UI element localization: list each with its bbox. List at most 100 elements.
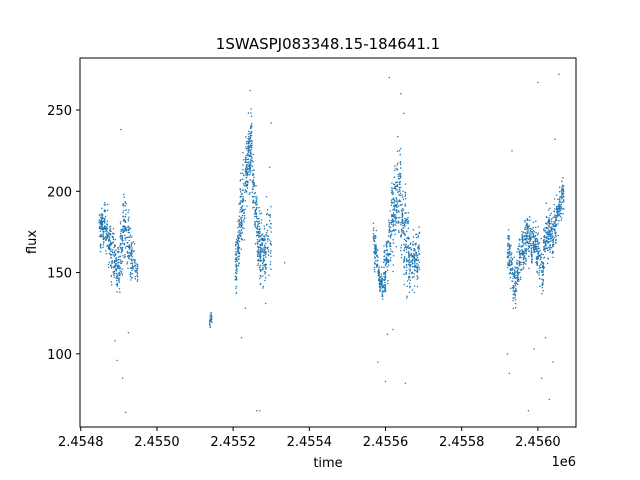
data-point [245, 191, 248, 193]
data-point [129, 273, 132, 276]
data-point [520, 246, 522, 248]
data-point [102, 232, 104, 234]
data-point [408, 268, 411, 270]
data-point [405, 258, 408, 260]
data-point [392, 212, 395, 214]
data-point [403, 266, 406, 269]
data-point [405, 266, 408, 269]
data-point [374, 234, 377, 237]
data-point [387, 240, 390, 243]
data-point [558, 186, 561, 188]
data-point [102, 246, 104, 249]
data-point [239, 200, 242, 202]
data-point [257, 263, 260, 265]
data-point [134, 258, 136, 261]
data-point [250, 125, 253, 128]
data-point [549, 245, 551, 247]
data-point [402, 221, 405, 224]
data-point [253, 201, 255, 204]
data-point [260, 219, 263, 221]
data-point [412, 240, 414, 243]
data-point [399, 176, 402, 179]
data-point [536, 257, 539, 260]
data-point [113, 244, 116, 246]
data-point [390, 204, 393, 206]
data-point [136, 280, 139, 283]
data-point [562, 176, 564, 179]
data-point [269, 239, 271, 241]
data-point [399, 172, 401, 175]
data-point [254, 211, 257, 214]
data-point [251, 160, 253, 162]
data-point [386, 266, 388, 268]
data-point [373, 271, 376, 273]
data-point [127, 211, 129, 213]
data-point [404, 203, 406, 206]
y-axis-label: flux [25, 230, 40, 254]
data-point [399, 216, 401, 219]
data-point [417, 247, 420, 249]
data-point [553, 210, 555, 213]
data-point [242, 182, 245, 185]
data-point [547, 222, 549, 224]
data-point [548, 231, 550, 233]
data-point [243, 217, 246, 219]
data-point [112, 238, 115, 241]
data-point [413, 275, 415, 278]
data-point [391, 219, 394, 222]
data-point [113, 274, 115, 277]
data-point [102, 241, 105, 244]
data-point [562, 195, 565, 197]
data-point [398, 231, 400, 233]
data-point [553, 222, 556, 225]
data-point [406, 230, 408, 233]
data-point [250, 127, 252, 129]
data-point [406, 280, 409, 282]
data-point [541, 262, 544, 264]
data-point [380, 281, 383, 284]
data-point [530, 234, 532, 236]
data-point [130, 267, 132, 269]
data-point [119, 245, 121, 247]
data-point [234, 265, 237, 267]
data-point [527, 231, 529, 234]
data-point [250, 139, 252, 141]
data-point [121, 246, 124, 249]
data-point [127, 267, 129, 270]
data-point [558, 204, 560, 207]
data-point [257, 248, 260, 251]
data-point [270, 268, 272, 270]
data-point [118, 277, 121, 279]
data-point [130, 243, 133, 246]
data-point [386, 269, 389, 271]
data-point [242, 195, 244, 198]
data-point [262, 275, 264, 277]
data-point [134, 278, 137, 280]
data-point [241, 216, 243, 219]
data-point [405, 222, 407, 225]
data-point [548, 238, 550, 240]
data-point [115, 283, 118, 286]
data-point [522, 258, 525, 261]
data-point [531, 260, 533, 262]
data-point [413, 249, 416, 252]
data-point [240, 193, 243, 196]
data-point [557, 234, 559, 237]
data-point [511, 257, 514, 260]
data-point [516, 283, 519, 285]
data-point [404, 192, 407, 194]
data-point [134, 264, 136, 267]
data-point [528, 215, 531, 218]
data-point [136, 275, 139, 278]
data-point [411, 255, 414, 257]
data-point [372, 227, 375, 229]
data-point [538, 274, 540, 276]
data-point [126, 245, 129, 248]
data-point [264, 242, 267, 245]
data-point [238, 215, 241, 218]
data-point [386, 333, 389, 336]
data-point [537, 250, 539, 253]
data-point [235, 287, 237, 289]
data-point [266, 212, 269, 215]
data-point [540, 261, 543, 263]
